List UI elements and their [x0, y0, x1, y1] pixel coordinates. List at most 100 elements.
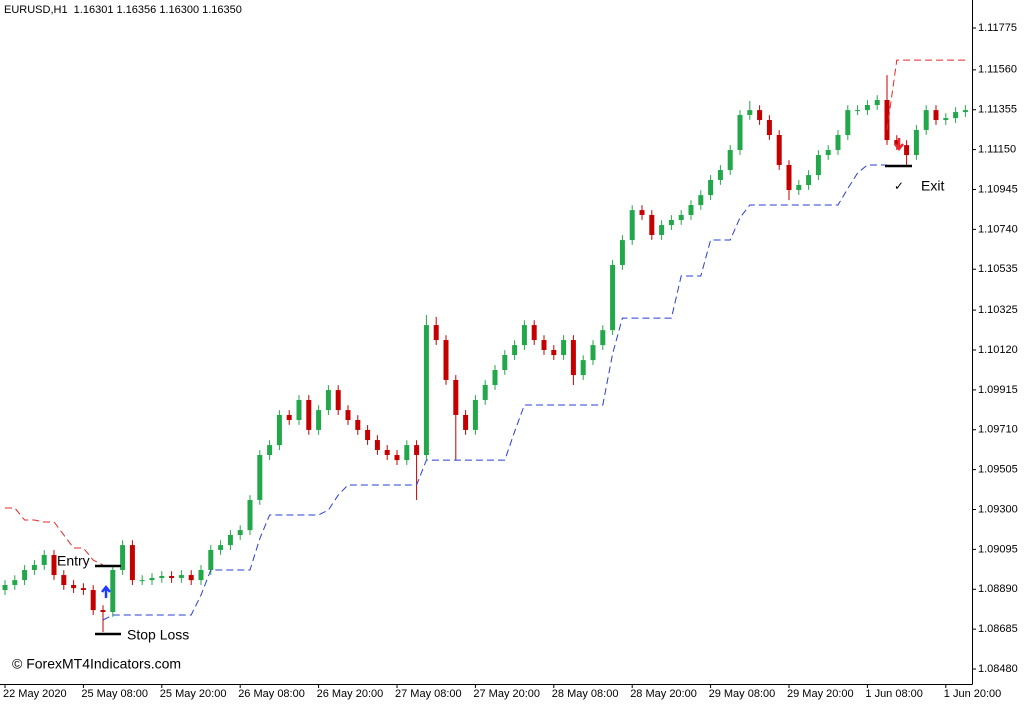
candle-body — [855, 110, 861, 112]
candle-body — [610, 264, 616, 331]
y-tick-label: 1.11150 — [978, 144, 1016, 156]
candle-body — [227, 534, 233, 546]
exit-label: Exit — [921, 178, 944, 194]
candle-body — [51, 555, 57, 576]
y-tick-label: 1.11355 — [978, 104, 1017, 116]
candle-body — [423, 325, 429, 456]
candle-body — [276, 414, 282, 446]
candle-body — [717, 170, 723, 180]
candle-body — [825, 149, 831, 156]
x-tick-label: 27 May 20:00 — [473, 688, 540, 700]
candle-body — [512, 345, 518, 356]
y-tick-label: 1.09505 — [978, 464, 1018, 476]
candle-body — [208, 549, 214, 570]
candle-body — [433, 325, 439, 341]
candle-body — [688, 205, 694, 215]
candle-body — [757, 110, 763, 121]
buy-arrow — [101, 584, 111, 598]
candle-body — [159, 576, 165, 578]
candle-body — [374, 440, 380, 450]
candle-body — [306, 399, 312, 430]
candle-body — [815, 155, 821, 176]
y-tick-label: 1.10945 — [978, 183, 1018, 195]
candle-body — [355, 420, 361, 430]
y-tick-label: 1.11775 — [978, 22, 1017, 34]
candle-body — [325, 390, 331, 411]
y-tick-label: 1.11560 — [978, 64, 1017, 76]
marks — [2, 59, 968, 633]
candle-body — [639, 210, 645, 215]
candle-body — [296, 399, 302, 421]
candle-body — [659, 225, 665, 236]
candle-body — [178, 575, 184, 578]
candle-body — [561, 340, 567, 356]
candle-body — [766, 120, 772, 136]
candle-body — [2, 584, 8, 591]
x-tick-label: 25 May 08:00 — [81, 688, 148, 700]
candle-body — [384, 449, 390, 456]
candle-body — [41, 555, 47, 565]
y-tick-label: 1.09915 — [978, 384, 1018, 396]
candle-body — [100, 610, 106, 613]
candle-body — [698, 195, 704, 206]
candle-body — [188, 575, 194, 581]
candle-body — [335, 390, 341, 411]
candle-body — [443, 340, 449, 380]
candle-body — [316, 410, 322, 430]
watermark: © ForexMT4Indicators.com — [12, 656, 181, 672]
candle-body — [649, 214, 655, 236]
candle-body — [600, 330, 606, 346]
x-tick-label: 29 May 08:00 — [709, 688, 776, 700]
sell-arrow — [894, 138, 904, 152]
candle-body — [22, 570, 28, 581]
x-tick-label: 1 Jun 20:00 — [944, 688, 1002, 700]
candle-body — [414, 445, 420, 456]
x-tick-label: 25 May 20:00 — [160, 688, 227, 700]
candle-body — [678, 214, 684, 221]
candle-body — [580, 360, 586, 376]
candle-body — [61, 575, 67, 585]
candle-body — [247, 499, 253, 531]
candle-body — [502, 355, 508, 371]
x-tick-label: 29 May 20:00 — [787, 688, 854, 700]
candle-body — [71, 584, 77, 589]
candle-body — [668, 220, 674, 226]
candle-body — [521, 325, 527, 346]
candle-body — [120, 545, 126, 570]
y-tick-label: 1.08480 — [978, 663, 1018, 675]
candle-body — [463, 414, 469, 430]
candle-body — [776, 135, 782, 165]
candle-body — [786, 164, 792, 191]
candle-body — [590, 345, 596, 361]
candle-body — [933, 110, 939, 121]
y-tick-label: 1.08890 — [978, 583, 1018, 595]
check-mark: ✓ — [894, 179, 904, 193]
candle-body — [472, 399, 478, 430]
candle-body — [149, 577, 155, 581]
candle-body — [110, 570, 116, 613]
stop-line — [5, 59, 966, 566]
chart-title: EURUSD,H1 1.16301 1.16356 1.16300 1.1635… — [4, 4, 242, 16]
stop-loss-label: Stop Loss — [127, 627, 189, 643]
candle-body — [943, 118, 949, 121]
candle-body — [541, 340, 547, 350]
candle-body — [80, 588, 86, 591]
x-tick-label: 27 May 08:00 — [395, 688, 462, 700]
candle-body — [453, 379, 459, 415]
candle-body — [345, 410, 351, 421]
candle-body — [737, 114, 743, 150]
candle-body — [570, 340, 576, 376]
candle-body — [747, 110, 753, 115]
candle-body — [806, 175, 812, 186]
candle-body — [237, 530, 243, 535]
x-tick-label: 26 May 20:00 — [317, 688, 384, 700]
y-tick-label: 1.08685 — [978, 623, 1018, 635]
candle-body — [31, 564, 37, 570]
entry-label: Entry — [57, 553, 90, 569]
candle-body — [727, 149, 733, 171]
candle-body — [962, 110, 968, 113]
candle-body — [835, 135, 841, 150]
candle-body — [551, 349, 557, 356]
candle-body — [913, 129, 919, 156]
